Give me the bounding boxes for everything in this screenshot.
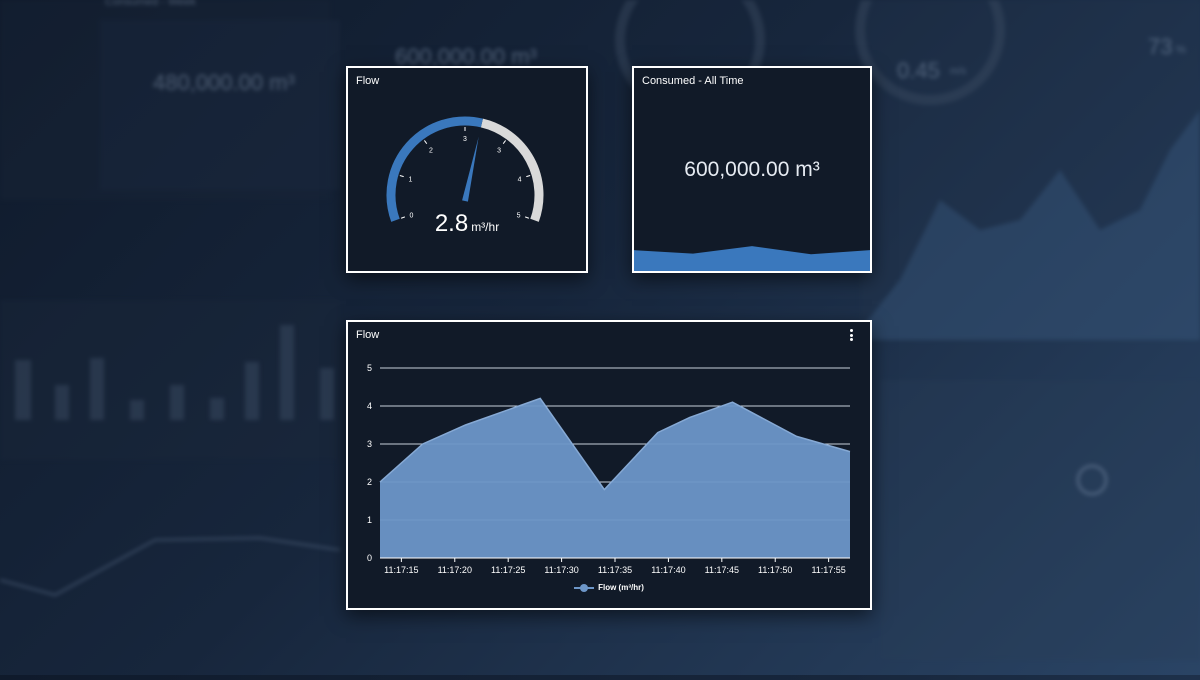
x-tick-label: 11:17:35 <box>598 565 632 575</box>
gauge-readout: 2.8 m³/hr <box>348 210 586 238</box>
flow-series-line <box>379 397 851 491</box>
flow-gauge-widget: Flow 0 1 2 3 3 4 5 2.8 m³/hr <box>346 66 588 273</box>
y-tick-label: 3 <box>367 439 372 449</box>
gauge-tick <box>526 175 531 178</box>
y-tick-label: 5 <box>367 363 372 373</box>
widget-title: Flow <box>356 75 380 87</box>
widget-title: Flow <box>356 329 380 341</box>
sparkline-area <box>634 246 870 271</box>
chart-legend[interactable]: Flow (m³/hr) <box>348 583 870 592</box>
gauge-ticks: 0 1 2 3 3 4 5 <box>399 127 531 219</box>
flow-series-area <box>380 398 850 558</box>
flow-data-point[interactable] <box>464 424 467 427</box>
gauge-tick-label: 2 <box>429 147 433 154</box>
flow-gauge: 0 1 2 3 3 4 5 <box>386 116 544 222</box>
gauge-tick-label: 3 <box>497 147 501 154</box>
bg-label: 480,000.00 m³ <box>153 70 295 95</box>
flow-data-point[interactable] <box>517 405 520 408</box>
flow-area-chart: 0 1 2 3 4 5 11:17:15 11:17:20 11:17:25 11:17:30 11… <box>367 363 852 575</box>
flow-chart-widget: Flow 0 1 2 3 4 5 11:17:15 11:17:20 11:17:25 11:17… <box>346 320 872 610</box>
consumed-all-time-widget: Consumed - All Time 600,000.00 m³ <box>632 66 872 273</box>
bg-label: 0.45 <box>897 58 940 83</box>
flow-data-point[interactable] <box>539 397 542 400</box>
flow-data-point[interactable] <box>688 416 691 419</box>
widget-title: Consumed - All Time <box>642 75 744 87</box>
x-tick-label: 11:17:30 <box>544 565 578 575</box>
consumed-value: 600,000.00 m³ <box>684 158 820 181</box>
gauge-tick <box>399 175 404 178</box>
consumed-sparkline <box>634 246 870 271</box>
legend-label: Flow (m³/hr) <box>598 583 644 592</box>
y-tick-label: 2 <box>367 477 372 487</box>
bg-label: m/s <box>950 66 967 77</box>
gauge-tick-label: 5 <box>517 212 521 219</box>
x-tick-label: 11:17:45 <box>705 565 739 575</box>
bg-label: 73 <box>1148 34 1173 59</box>
gauge-unit: m³/hr <box>471 220 500 234</box>
more-options-icon[interactable] <box>850 329 854 341</box>
gauge-track <box>480 118 544 222</box>
flow-data-point[interactable] <box>656 431 659 434</box>
bg-label: % <box>1176 44 1186 56</box>
flow-data-point[interactable] <box>849 450 852 453</box>
y-tick-label: 4 <box>367 401 372 411</box>
x-tick-label: 11:17:55 <box>811 565 845 575</box>
x-tick-label: 11:17:15 <box>384 565 418 575</box>
gauge-tick <box>502 140 507 144</box>
bg-label: Consumed - Week <box>105 0 196 8</box>
gauge-tick <box>423 140 428 144</box>
gauge-fill <box>386 116 483 222</box>
gauge-tick-label: 1 <box>408 177 412 184</box>
gauge-tick-label: 0 <box>409 212 413 219</box>
flow-data-point[interactable] <box>421 443 424 446</box>
gauge-value: 2.8 <box>434 210 469 237</box>
x-tick-label: 11:17:25 <box>491 565 525 575</box>
x-tick-label: 11:17:50 <box>758 565 792 575</box>
y-tick-label: 1 <box>367 515 372 525</box>
gauge-tick-label: 3 <box>463 136 467 143</box>
gauge-needle <box>462 136 479 202</box>
flow-data-point[interactable] <box>603 488 606 491</box>
x-tick-label: 11:17:20 <box>438 565 472 575</box>
x-tick-label: 11:17:40 <box>651 565 685 575</box>
flow-data-point[interactable] <box>731 401 734 404</box>
gauge-tick <box>400 216 406 219</box>
flow-data-point[interactable] <box>795 435 798 438</box>
flow-data-point[interactable] <box>379 481 382 484</box>
legend-marker-icon <box>574 583 595 592</box>
gauge-tick-label: 4 <box>518 177 522 184</box>
gauge-tick <box>524 216 530 219</box>
y-tick-label: 0 <box>367 553 372 563</box>
